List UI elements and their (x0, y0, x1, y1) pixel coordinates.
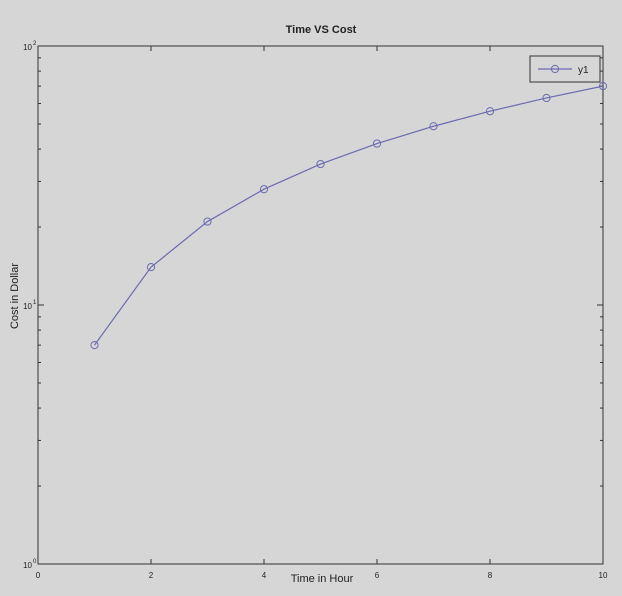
data-point (316, 159, 325, 169)
data-point (485, 107, 495, 116)
data-point (598, 82, 608, 91)
data-point (542, 93, 551, 103)
data-point (90, 341, 99, 350)
data-point (146, 263, 156, 272)
x-tick-label: 2 (149, 571, 154, 580)
data-point (429, 122, 438, 131)
y-tick-label: 10 (23, 561, 32, 570)
y-tick-exponent: 0 (33, 559, 37, 565)
data-point (372, 139, 382, 148)
y-tick-label: 10 (23, 302, 32, 311)
x-tick-label: 4 (262, 571, 267, 580)
x-tick-label: 6 (375, 571, 380, 580)
legend-marker (550, 64, 560, 74)
data-point (203, 217, 212, 226)
legend-label: y1 (578, 65, 589, 76)
y-tick-exponent: 2 (33, 41, 37, 47)
x-tick-label: 8 (488, 571, 493, 580)
x-tick-label: 0 (36, 571, 41, 580)
legend: y1 (529, 55, 601, 83)
x-tick-label: 10 (599, 571, 608, 580)
data-point (259, 185, 269, 194)
x-axis-label: Time in Hour (291, 573, 354, 585)
y-tick-label: 10 (23, 43, 32, 52)
chart-title: Time VS Cost (286, 24, 357, 36)
series-line (94, 85, 604, 346)
y-tick-exponent: 1 (33, 300, 37, 306)
y-axis-label: Cost in Dollar (9, 263, 21, 329)
